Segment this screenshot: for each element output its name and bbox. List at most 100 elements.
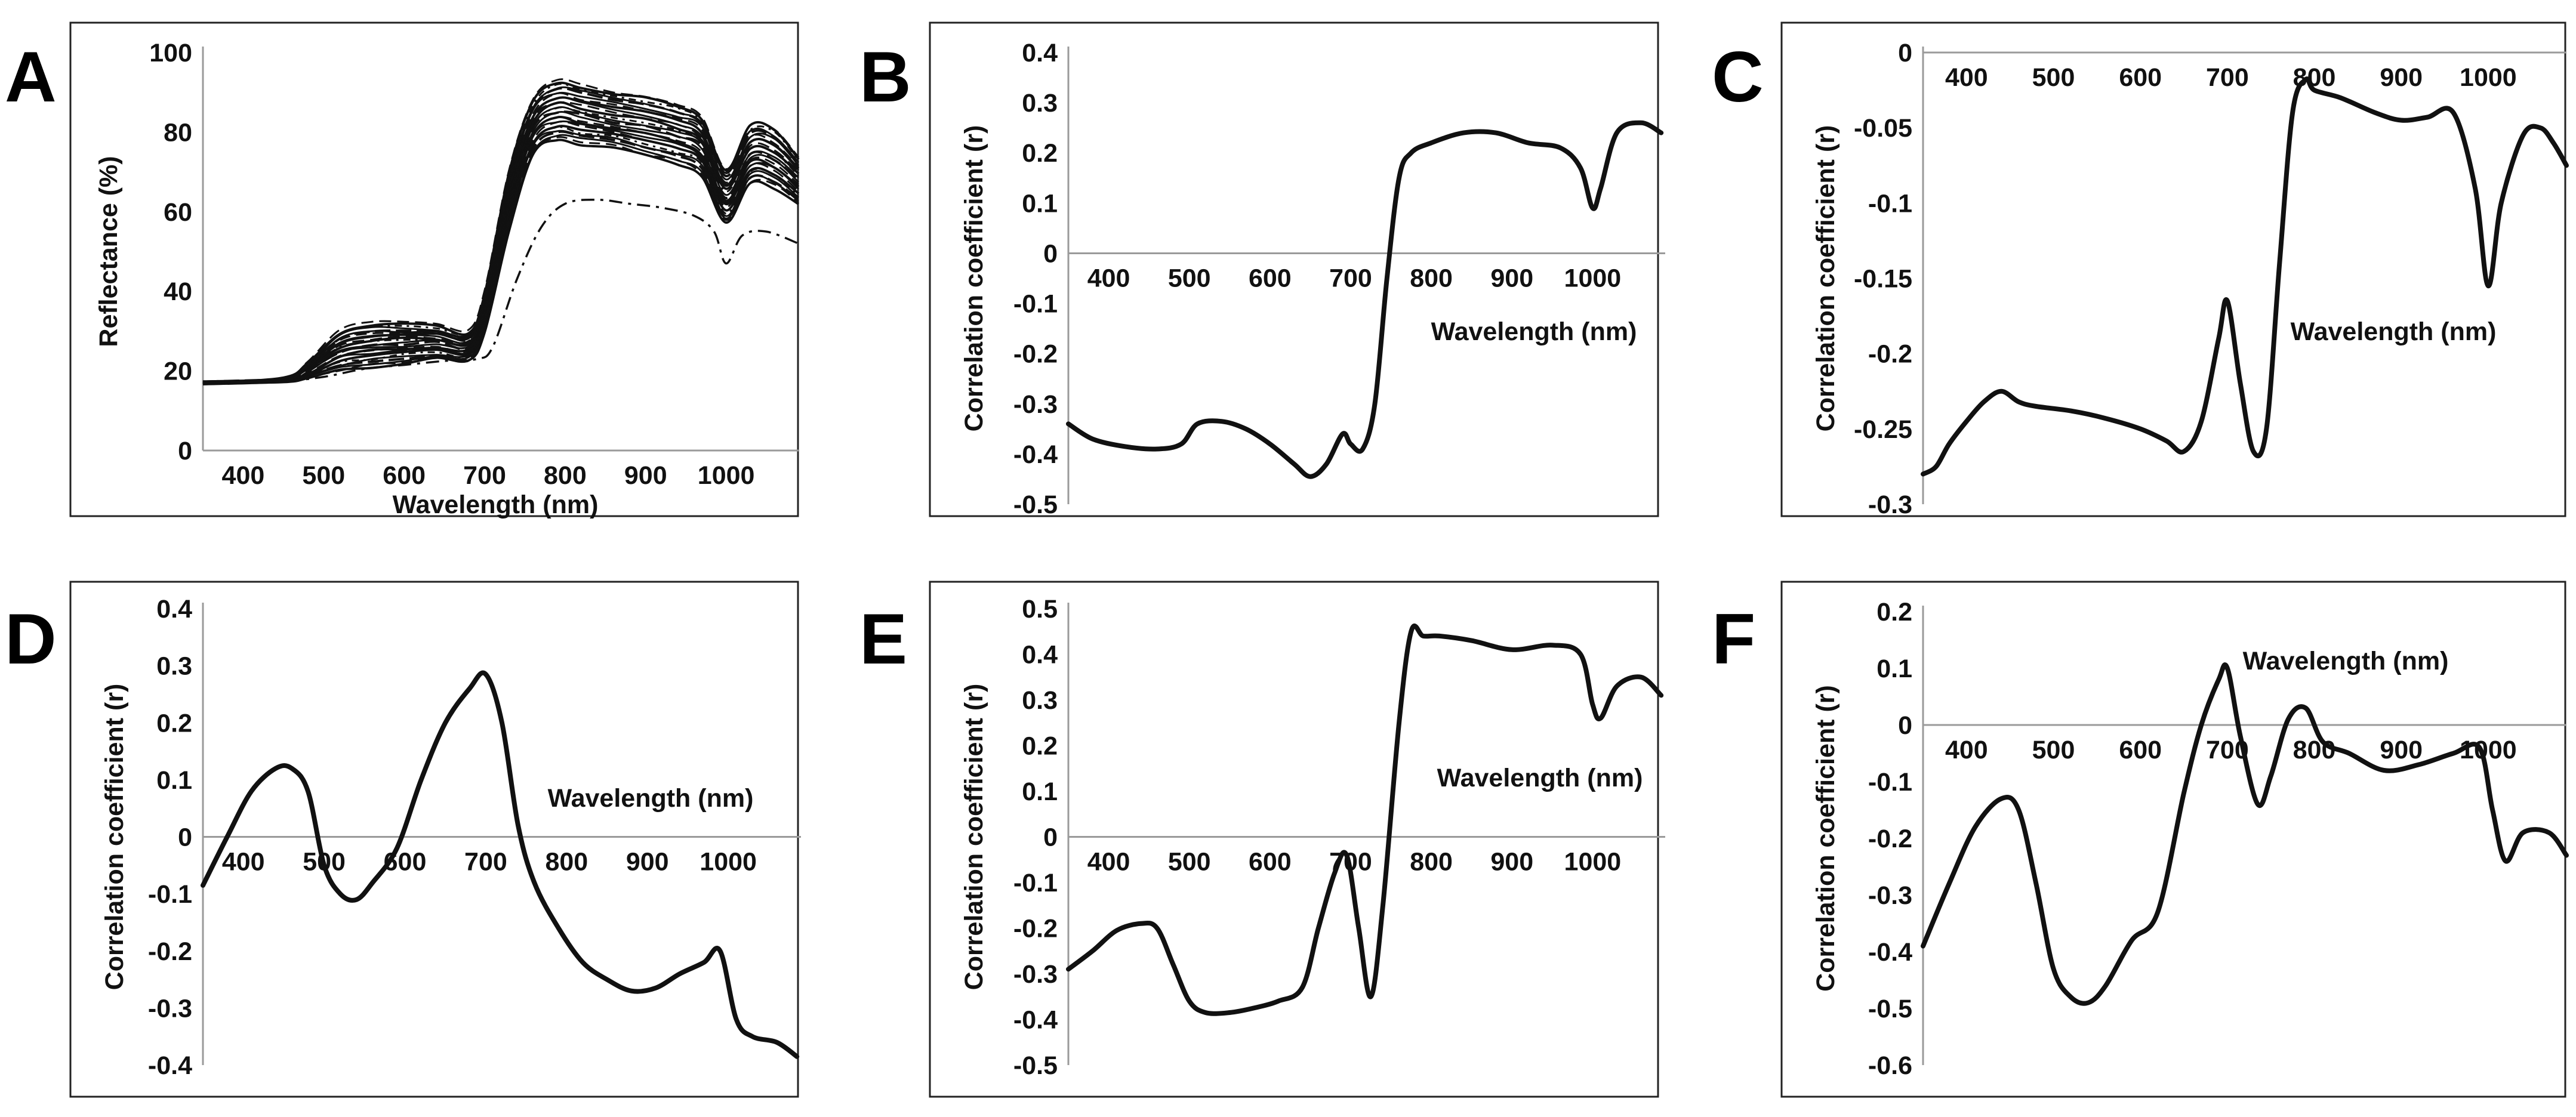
y-tick-label: 0.4 [156, 595, 192, 624]
y-tick-label: 0.1 [1022, 777, 1058, 806]
y-tick-label: -0.4 [148, 1051, 192, 1080]
y-tick-label: 0.2 [156, 709, 192, 738]
x-tick-label: 500 [2032, 736, 2075, 764]
x-tick-label: 400 [1087, 848, 1130, 877]
panel-letter: E [859, 599, 907, 679]
x-tick-label: 900 [624, 461, 667, 490]
x-tick-label: 800 [2293, 736, 2336, 764]
reflectance-curve [202, 101, 800, 385]
x-tick-label: 600 [1249, 264, 1292, 292]
x-tick-label: 1000 [1564, 848, 1622, 877]
y-tick-label: 0.1 [156, 766, 192, 795]
x-tick-label: 1000 [2460, 63, 2517, 92]
y-axis-title: Correlation coefficient (r) [100, 684, 129, 991]
y-tick-label: -0.4 [1868, 938, 1912, 967]
panel-a: A 0 20 40 60 80 100 400 500 600 700 800 900 1000 Wavel… [5, 21, 800, 519]
y-tick-label: 0 [1898, 39, 1912, 67]
y-tick-label: -0.3 [148, 994, 192, 1023]
x-tick-label: 1000 [698, 461, 755, 490]
y-tick-label: 0.4 [1022, 641, 1058, 669]
y-tick-label: 0.4 [1022, 39, 1058, 67]
panel-frame [929, 581, 1659, 1098]
y-tick-label: -0.3 [1013, 390, 1058, 419]
panel-e: E -0.5 -0.4 -0.3 -0.2 -0.1 0 0.1 0.2 0.3 0.4 0.5 400… [859, 581, 1665, 1098]
x-tick-label: 700 [463, 461, 506, 490]
x-tick-label: 900 [626, 848, 669, 877]
y-tick-label: 0.3 [1022, 686, 1058, 715]
y-tick-label: -0.1 [1868, 189, 1912, 218]
panel-letter: A [5, 37, 57, 117]
x-tick-label: 800 [544, 461, 587, 490]
data-series-line [1066, 120, 1664, 479]
panel-frame [1780, 581, 2566, 1098]
reflectance-curve [202, 96, 800, 383]
y-tick-label: -0.2 [1868, 340, 1912, 369]
panel-f: F -0.6 -0.5 -0.4 -0.3 -0.2 -0.1 0 0.1 0.2 400 500 60… [1712, 581, 2569, 1098]
y-tick-label: -0.25 [1854, 415, 1912, 444]
x-tick-label: 400 [1945, 736, 1988, 764]
x-tick-label: 900 [1490, 264, 1533, 292]
x-tick-label: 800 [1410, 264, 1453, 292]
y-tick-label: -0.5 [1013, 1051, 1058, 1080]
x-tick-label: 600 [2119, 63, 2162, 92]
y-tick-label: -0.4 [1013, 440, 1058, 469]
x-tick-label: 700 [2206, 63, 2249, 92]
x-tick-label: 700 [1329, 264, 1372, 292]
y-tick-label: -0.3 [1868, 490, 1912, 519]
x-tick-label: 400 [1945, 63, 1988, 92]
reflectance-curve [202, 78, 800, 384]
y-tick-label: -0.3 [1013, 960, 1058, 989]
y-axis-title: Correlation coefficient (r) [960, 684, 988, 991]
y-axis-title: Reflectance (%) [94, 156, 123, 347]
x-tick-label: 700 [464, 848, 507, 877]
y-tick-label: 0.2 [1022, 732, 1058, 761]
y-tick-label: 0 [178, 437, 192, 465]
y-tick-label: 0.1 [1022, 189, 1058, 218]
y-tick-label: 0.3 [1022, 89, 1058, 118]
y-tick-label: 100 [149, 39, 192, 67]
reflectance-outlier-curve [202, 199, 799, 384]
x-tick-label: 400 [222, 848, 265, 877]
y-axis-title: Correlation coefficient (r) [1811, 685, 1840, 992]
x-tick-label: 500 [302, 461, 345, 490]
y-tick-label: 0.5 [1022, 595, 1058, 624]
y-tick-label: -0.15 [1854, 265, 1912, 294]
y-tick-label: -0.2 [1013, 915, 1058, 943]
panel-letter: F [1712, 599, 1755, 679]
x-tick-label: 1000 [1564, 264, 1622, 292]
x-axis-title: Wavelength (nm) [1431, 317, 1637, 346]
y-axis-title: Correlation coefficient (r) [960, 125, 988, 432]
x-axis-title: Wavelength (nm) [548, 784, 754, 813]
x-axis-title: Wavelength (nm) [1437, 764, 1643, 792]
y-tick-label: -0.1 [1868, 768, 1912, 797]
y-tick-label: -0.3 [1868, 881, 1912, 910]
reflectance-curve [202, 121, 799, 383]
x-tick-label: 400 [222, 461, 265, 490]
y-tick-label: 20 [164, 357, 192, 386]
y-tick-label: 0 [1898, 711, 1912, 740]
x-tick-label: 500 [2032, 63, 2075, 92]
x-tick-label: 600 [2119, 736, 2162, 764]
y-tick-label: -0.1 [1013, 290, 1058, 319]
data-series-line [201, 670, 800, 1059]
x-tick-label: 1000 [700, 848, 757, 877]
y-tick-label: -0.5 [1013, 490, 1058, 519]
y-tick-label: -0.2 [1013, 340, 1058, 369]
y-tick-label: -0.2 [148, 937, 192, 966]
data-series-line [1921, 76, 2569, 477]
y-tick-label: -0.2 [1868, 825, 1912, 853]
panel-letter: D [5, 599, 57, 679]
x-tick-label: 800 [545, 848, 588, 877]
x-axis-title: Wavelength (nm) [393, 490, 599, 519]
panel-frame [1780, 21, 2566, 517]
y-tick-label: 0.3 [156, 652, 192, 681]
y-tick-label: 60 [164, 198, 192, 227]
y-axis-title: Correlation coefficient (r) [1811, 125, 1840, 432]
x-tick-label: 600 [383, 461, 426, 490]
x-tick-label: 800 [1410, 848, 1453, 877]
panel-letter: C [1712, 37, 1764, 117]
x-tick-label: 900 [2380, 736, 2423, 764]
y-tick-label: 0 [1043, 239, 1058, 268]
y-tick-label: 0.1 [1876, 655, 1912, 683]
